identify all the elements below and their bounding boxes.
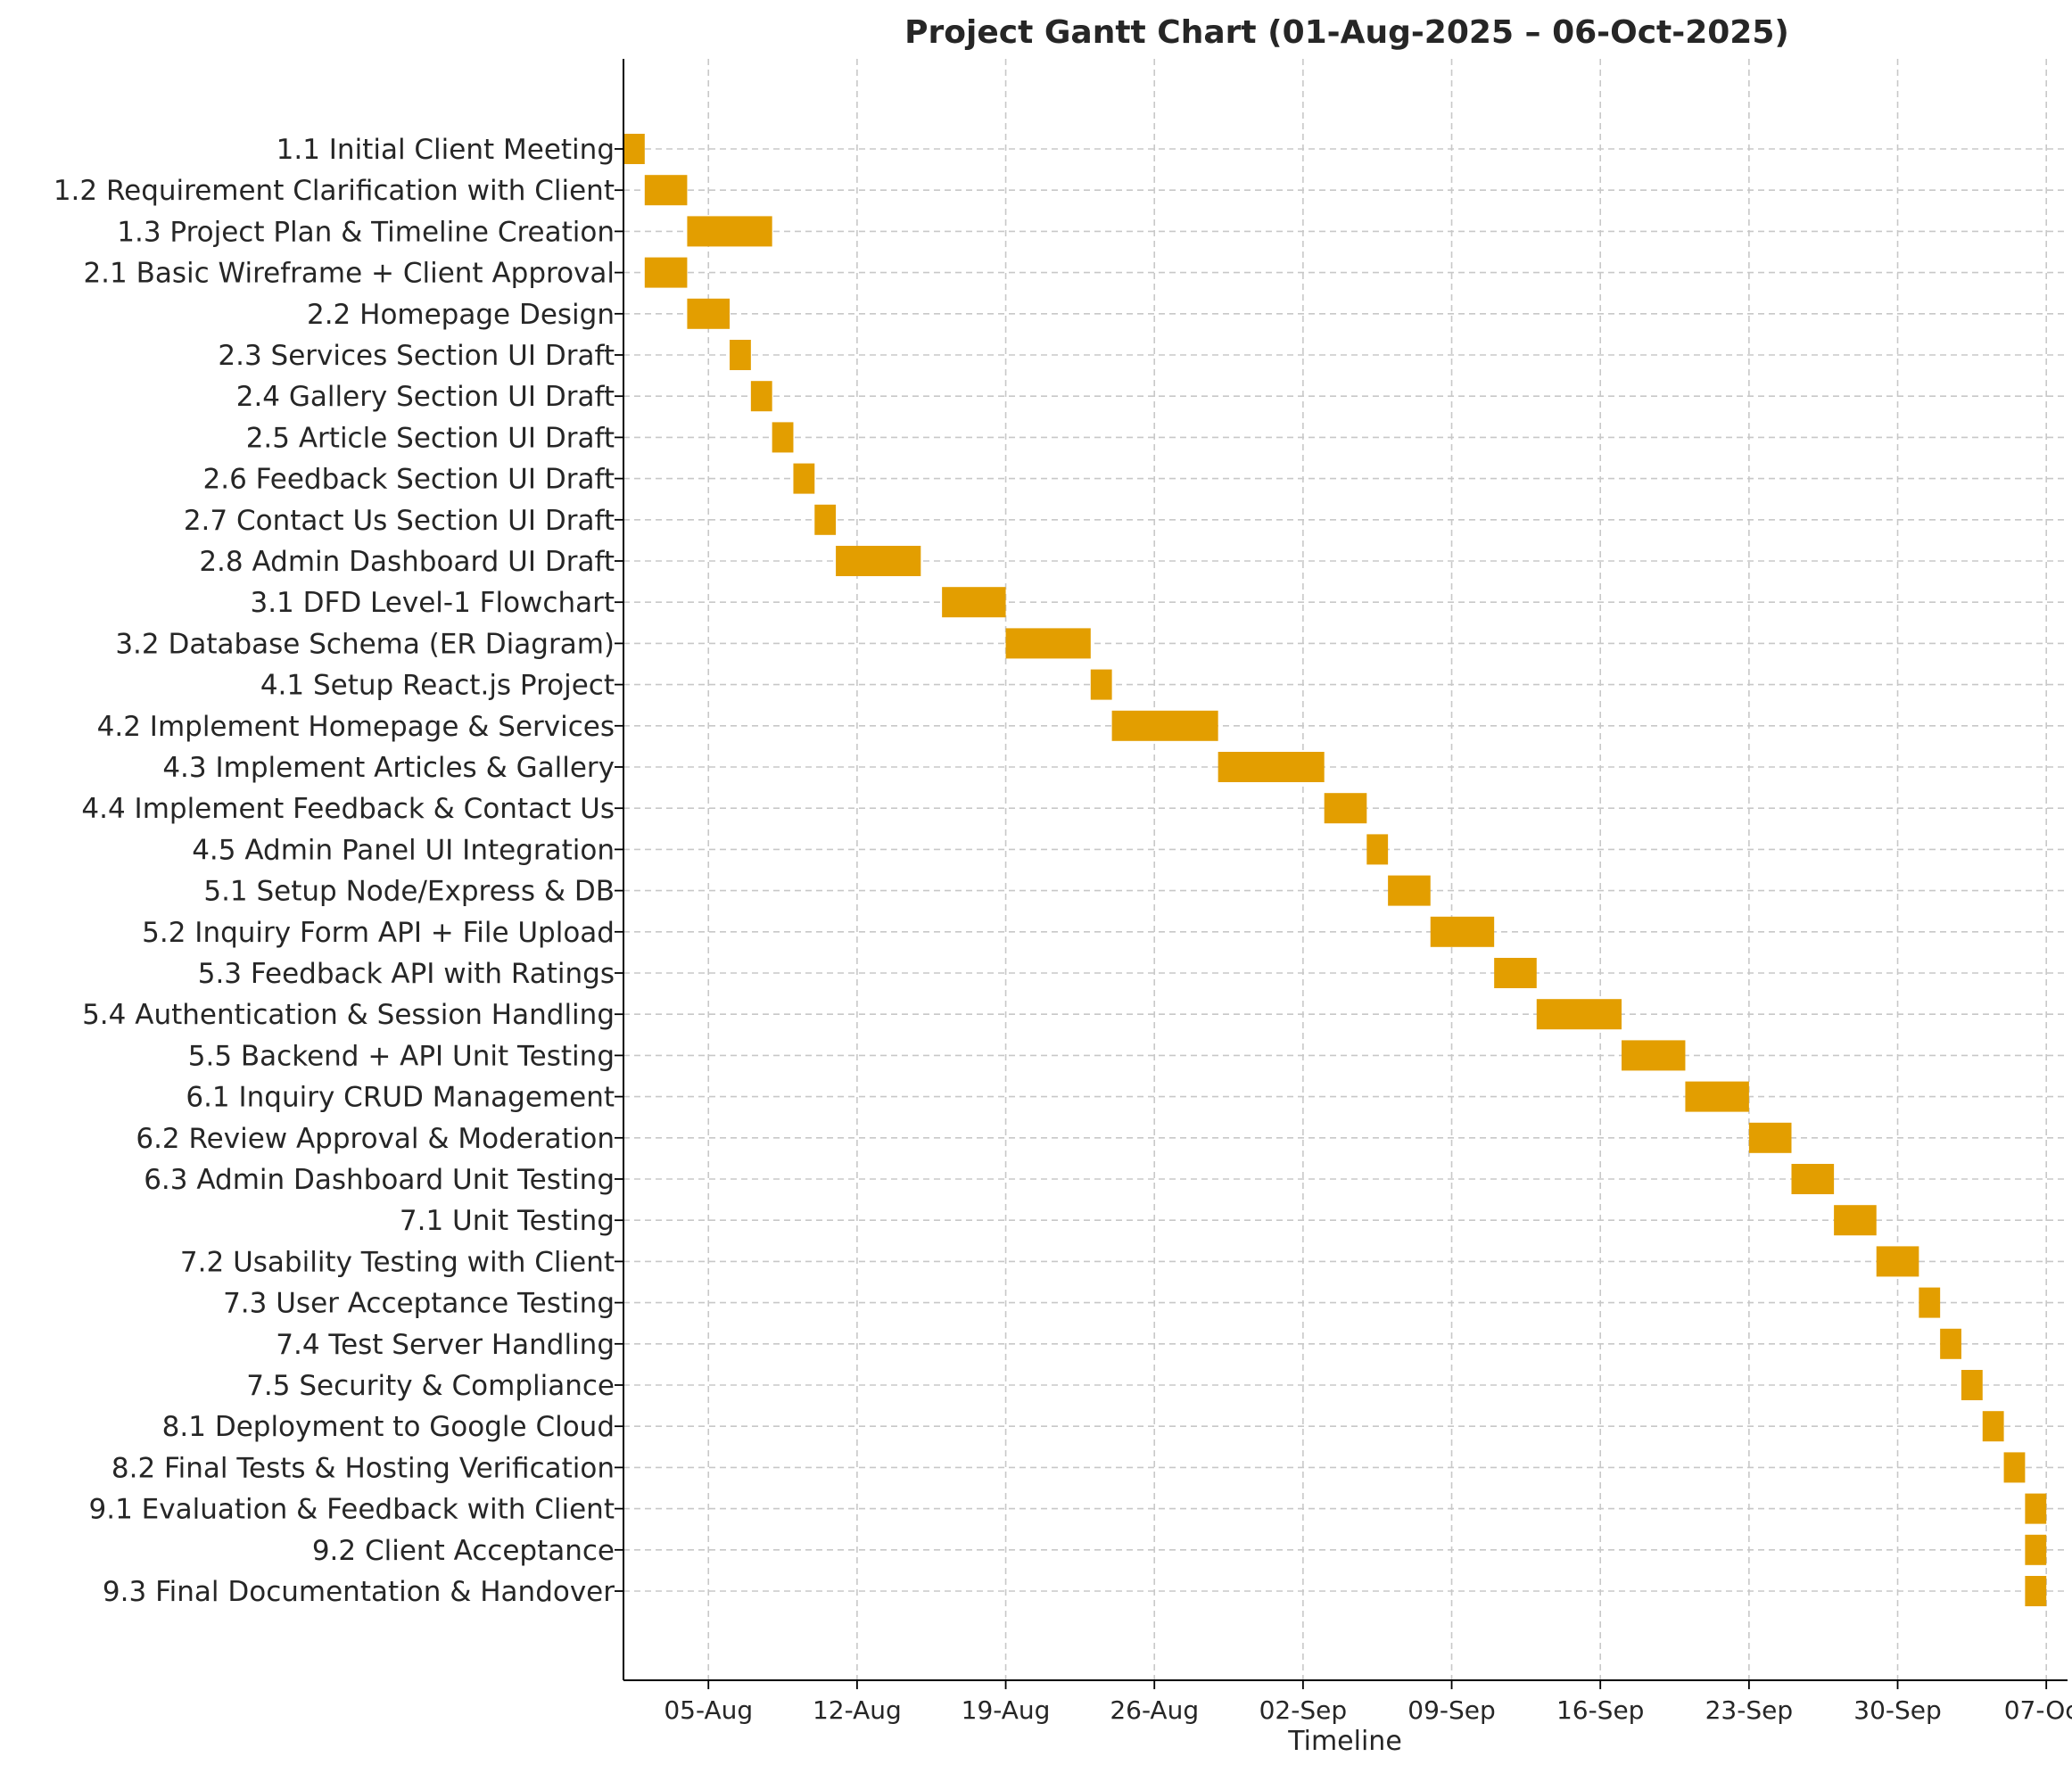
task-bar [750, 381, 772, 412]
grid-lines [623, 59, 2068, 1680]
task-label: 5.3 Feedback API with Ratings [198, 958, 615, 990]
task-label: 9.1 Evaluation & Feedback with Client [89, 1494, 615, 1526]
task-label: 7.4 Test Server Handling [276, 1329, 615, 1361]
task-bar [1366, 834, 1389, 865]
task-bar [730, 340, 751, 370]
task-label: 7.3 User Acceptance Testing [223, 1288, 615, 1320]
task-bar [1685, 1081, 1749, 1112]
task-bar [2025, 1493, 2047, 1524]
task-label: 7.1 Unit Testing [400, 1205, 615, 1237]
task-label: 1.2 Requirement Clarification with Clien… [54, 175, 615, 207]
task-label: 5.4 Authentication & Session Handling [82, 999, 615, 1031]
task-label: 4.2 Implement Homepage & Services [97, 711, 615, 743]
task-bar [836, 546, 921, 576]
task-bar [2025, 1534, 2047, 1565]
task-bar [1536, 999, 1622, 1030]
task-bar [942, 587, 1006, 618]
task-label: 5.5 Backend + API Unit Testing [188, 1040, 615, 1072]
task-bar [1388, 875, 1431, 906]
task-bar [644, 257, 688, 288]
x-tick-label: 30-Sep [1853, 1695, 1942, 1725]
task-label: 9.3 Final Documentation & Handover [103, 1576, 615, 1608]
task-bar [623, 134, 645, 164]
task-bar [687, 298, 731, 329]
task-bars [623, 134, 2047, 1606]
task-label: 2.4 Gallery Section UI Draft [236, 381, 615, 413]
task-label: 6.2 Review Approval & Moderation [136, 1123, 615, 1155]
x-tick-label: 26-Aug [1110, 1695, 1199, 1725]
task-bar [1430, 916, 1495, 947]
task-bar [2025, 1576, 2047, 1606]
task-label: 4.1 Setup React.js Project [260, 670, 615, 702]
x-tick-label: 05-Aug [664, 1695, 753, 1725]
task-label: 5.1 Setup Node/Express & DB [203, 876, 615, 908]
task-label: 2.6 Feedback Section UI Draft [203, 464, 615, 496]
task-bar [644, 175, 688, 206]
task-label: 4.4 Implement Feedback & Contact Us [81, 793, 615, 825]
x-tick-label: 02-Sep [1259, 1695, 1348, 1725]
x-tick-label: 12-Aug [813, 1695, 902, 1725]
task-bar [1940, 1328, 1961, 1359]
task-label: 1.1 Initial Client Meeting [277, 134, 615, 166]
x-axis-ticks: 05-Aug 12-Aug 19-Aug 26-Aug 02-Sep 09-Sep 16-S… [664, 1680, 2072, 1725]
task-bar [1218, 752, 1325, 782]
task-bar [1111, 710, 1218, 741]
task-bar [2003, 1452, 2026, 1483]
task-label: 8.1 Deployment to Google Cloud [162, 1411, 615, 1443]
task-labels: 1.1 Initial Client Meeting 1.2 Requiremen… [54, 134, 623, 1608]
task-bar [1005, 628, 1091, 659]
task-bar [1919, 1287, 1941, 1318]
task-label: 2.7 Contact Us Section UI Draft [184, 505, 615, 537]
task-label: 2.8 Admin Dashboard UI Draft [199, 546, 615, 578]
task-bar [793, 463, 815, 494]
task-bar [1961, 1370, 1983, 1400]
task-label: 3.2 Database Schema (ER Diagram) [115, 628, 615, 660]
task-bar [1324, 793, 1367, 824]
task-label: 6.1 Inquiry CRUD Management [186, 1082, 615, 1114]
x-tick-label: 16-Sep [1556, 1695, 1645, 1725]
task-label: 7.2 Usability Testing with Client [180, 1246, 615, 1278]
task-label: 2.5 Article Section UI Draft [246, 422, 615, 454]
task-label: 3.1 DFD Level-1 Flowchart [250, 587, 615, 619]
task-label: 9.2 Client Acceptance [312, 1535, 615, 1567]
x-tick-label: 23-Sep [1705, 1695, 1794, 1725]
task-label: 2.2 Homepage Design [307, 299, 615, 331]
task-label: 8.2 Final Tests & Hosting Verification [111, 1452, 615, 1484]
task-bar [1090, 669, 1112, 700]
task-label: 2.3 Services Section UI Draft [218, 340, 615, 372]
task-label: 2.1 Basic Wireframe + Client Approval [83, 258, 615, 290]
task-label: 7.5 Security & Compliance [246, 1370, 615, 1402]
task-label: 1.3 Project Plan & Timeline Creation [117, 216, 615, 248]
task-bar [814, 504, 837, 535]
task-label: 4.5 Admin Panel UI Integration [192, 834, 615, 866]
task-bar [1876, 1246, 1919, 1277]
x-tick-label: 07-Oct [2004, 1695, 2072, 1725]
x-tick-label: 19-Aug [962, 1695, 1051, 1725]
task-bar [1982, 1411, 2004, 1442]
task-bar [1834, 1205, 1877, 1236]
task-bar [1622, 1040, 1686, 1071]
x-tick-label: 09-Sep [1407, 1695, 1496, 1725]
task-label: 4.3 Implement Articles & Gallery [162, 752, 615, 784]
x-axis-label: Timeline [1287, 1726, 1402, 1757]
task-bar [1748, 1122, 1792, 1153]
task-bar [687, 216, 772, 247]
task-bar [1494, 958, 1537, 988]
chart-title: Project Gantt Chart (01-Aug-2025 – 06-Oc… [904, 14, 1789, 51]
task-label: 5.2 Inquiry Form API + File Upload [142, 917, 615, 949]
task-label: 6.3 Admin Dashboard Unit Testing [144, 1164, 615, 1196]
task-bar [1791, 1164, 1835, 1194]
task-bar [772, 422, 794, 453]
